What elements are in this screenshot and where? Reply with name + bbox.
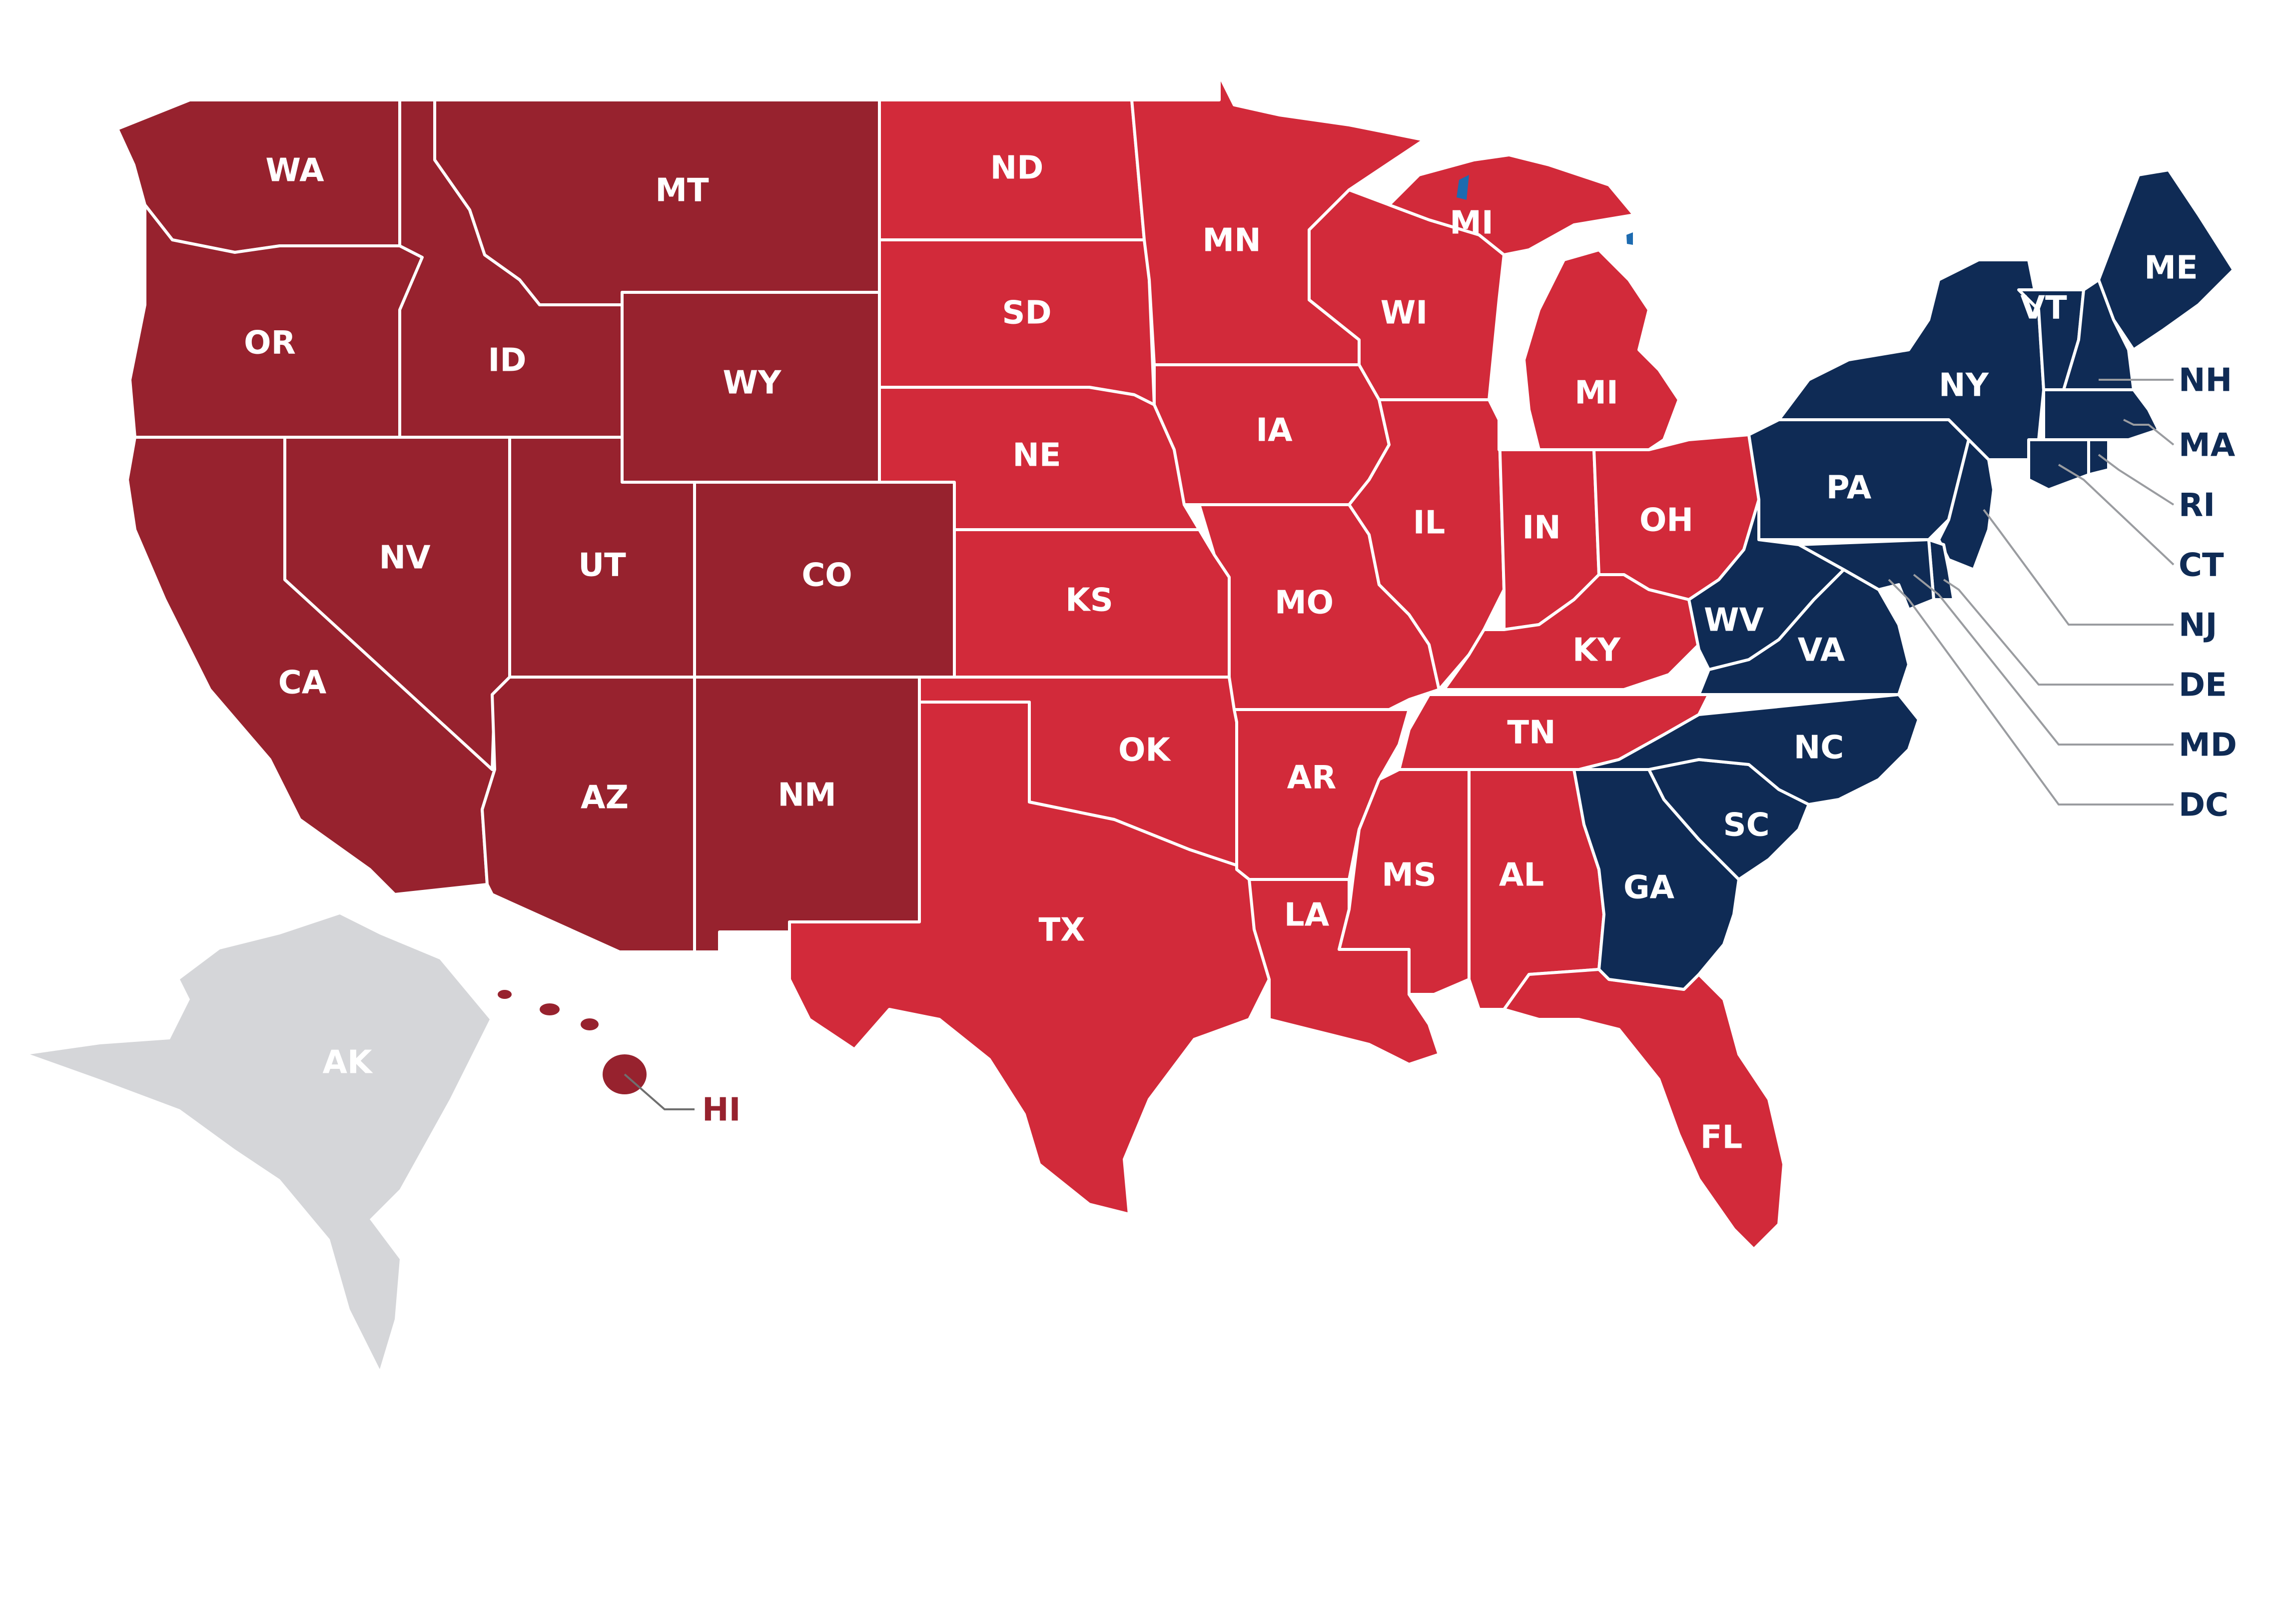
region-central [788,73,1785,1251]
state-nc [1577,693,1920,806]
label-tx: TX [1039,912,1085,949]
callout-md: MD [2179,727,2237,764]
label-nd: ND [990,150,1044,187]
label-me: ME [2144,250,2198,287]
label-wa: WA [265,152,324,189]
state-ar [1233,708,1411,881]
region-east [1572,168,2235,991]
label-mt: MT [655,172,709,209]
label-fl: FL [1700,1119,1743,1156]
leader-ma [2123,419,2175,446]
state-md [1797,538,1935,611]
label-ca: CA [278,665,327,702]
callout-nj: NJ [2179,607,2217,644]
label-or: OR [244,325,296,362]
label-ak: AK [322,1044,373,1081]
label-mi-upper: MI [1450,205,1494,242]
label-in: IN [1522,510,1560,547]
callout-leaders [624,379,2175,1110]
label-la: LA [1284,897,1330,934]
leader-nj [1983,509,2174,626]
label-ok: OK [1118,732,1171,769]
label-co: CO [801,557,852,594]
state-nm [693,676,921,953]
leader-ri [2098,454,2175,506]
label-ky: KY [1572,632,1621,669]
lake-accents [1457,175,1633,245]
callout-ct: CT [2179,547,2224,584]
label-ne: NE [1012,437,1061,474]
label-nc: NC [1794,730,1844,767]
state-mi-upper [1388,153,1635,256]
label-ut: UT [578,547,626,584]
region-noncontiguous [30,914,647,1369]
label-az: AZ [581,780,629,816]
label-ar: AR [1287,760,1337,797]
label-sc: SC [1723,807,1769,844]
label-il: IL [1413,505,1446,542]
label-wv: WV [1704,602,1764,639]
leader-de [1943,579,2174,686]
callout-nh: NH [2179,362,2232,399]
label-nv: NV [379,540,431,577]
state-mi-lower [1522,248,1680,451]
state-ak [30,914,490,1369]
hi-island-2 [540,1003,560,1015]
label-mo: MO [1275,585,1334,622]
state-me [2097,168,2235,351]
callout-ri: RI [2179,487,2215,524]
label-mi-lower: MI [1574,375,1618,412]
label-ks: KS [1065,582,1113,619]
label-ga: GA [1623,869,1675,906]
leader-dc [1888,579,2174,806]
label-ms: MS [1382,857,1437,894]
callout-ma: MA [2179,427,2236,464]
callout-de: DE [2179,667,2227,704]
state-tx [788,701,1271,1216]
label-va: VA [1798,632,1845,669]
lake-accent-huron [1626,232,1633,245]
label-id: ID [488,342,527,379]
state-ma [2042,388,2160,441]
label-sd: SD [1002,295,1051,332]
state-ri [2087,438,2110,476]
lake-accent-superior [1457,175,1469,200]
state-fl [1503,968,1785,1251]
hi-island-3 [581,1018,599,1030]
state-ky [1443,573,1710,691]
state-labels: WA OR CA ID NV MT WY UT CO AZ NM ND SD N… [244,150,2198,1156]
label-tn: TN [1507,715,1555,752]
callout-dc: DC [2179,787,2229,824]
state-nj [1937,438,1995,571]
label-vt: VT [2020,290,2067,327]
callout-labels: NH MA RI CT NJ DE MD DC HI [702,362,2237,1129]
label-pa: PA [1826,470,1872,507]
label-al: AL [1499,857,1544,894]
region-west [116,98,956,953]
label-ia: IA [1256,412,1293,449]
label-mn: MN [1202,222,1261,259]
label-wy: WY [723,365,782,402]
callout-hi: HI [702,1092,741,1129]
state-hi [498,990,647,1094]
leader-ct [2058,464,2175,566]
hi-island-1 [498,990,512,999]
label-nm: NM [777,777,836,814]
leader-hi [624,1073,695,1110]
label-oh: OH [1639,502,1693,539]
label-ny: NY [1939,367,1989,404]
label-wi: WI [1381,295,1428,332]
leader-md [1913,574,2174,746]
